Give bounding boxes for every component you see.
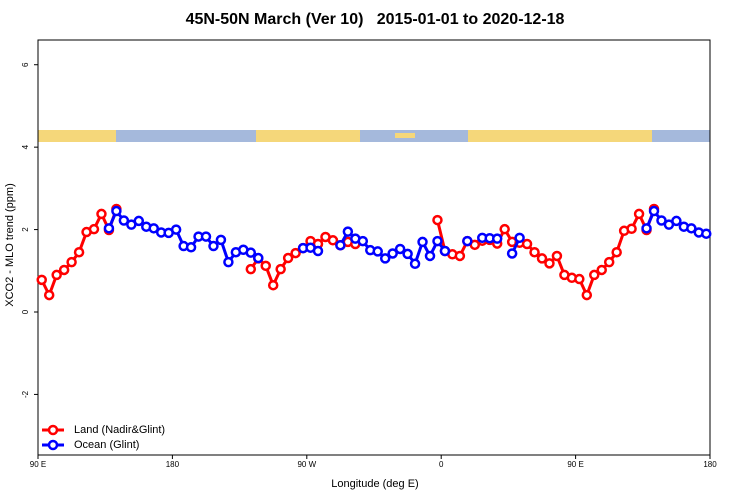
point [626,223,637,234]
legend-label: Land (Nadir&Glint) [74,424,165,436]
point [432,214,443,226]
point [686,223,697,234]
point [245,263,257,275]
x-tick-label: 90 E [567,460,583,469]
point [118,215,130,226]
point [551,250,563,262]
point [200,231,212,242]
point [581,289,593,301]
point [379,253,391,264]
point [148,223,159,234]
point [290,247,301,259]
point [372,246,383,257]
point [73,246,85,258]
point [402,248,413,260]
point [223,256,234,268]
point [417,236,428,248]
y-tick-label: 4 [21,144,30,149]
point [275,263,286,275]
point [253,252,264,264]
point [506,248,518,259]
point [544,258,555,269]
legend-label: Ocean (Glint) [74,439,139,451]
x-tick-label: 90 E [30,460,46,469]
point [499,223,510,235]
point [462,235,473,247]
y-tick-label: 6 [21,62,30,67]
point [648,205,660,217]
x-tick-label: 90 W [297,460,316,469]
point [260,260,271,272]
point [529,246,540,258]
legend-marker [47,424,59,436]
point [111,205,122,217]
point [96,208,107,220]
x-tick-label: 180 [703,460,717,469]
map-strip [38,130,710,142]
point [327,235,339,246]
point [208,240,219,252]
point [589,269,600,281]
point [185,242,197,253]
point [267,279,279,291]
chart-title: 45N-50N March (Ver 10) 2015-01-01 to 202… [186,11,565,28]
x-tick-label: 0 [439,460,444,469]
point [611,246,622,258]
point [245,247,257,258]
point [521,238,533,250]
point [536,253,548,264]
point [357,235,369,247]
y-tick-label: -2 [21,390,30,398]
point [409,258,421,270]
point [432,235,443,247]
point [491,233,503,244]
point [36,274,47,286]
point [342,226,354,237]
y-tick-label: 0 [21,309,30,314]
y-tick-label: 2 [21,227,30,232]
point [335,239,346,251]
point [514,232,525,244]
point [170,224,182,235]
plot-frame [37,39,711,456]
point [282,252,294,264]
point [701,228,712,239]
point [387,248,398,259]
x-tick-label: 180 [166,460,180,469]
point [633,208,645,220]
point [603,256,615,268]
point [51,269,62,281]
point [596,264,607,276]
point [574,273,585,285]
point [88,223,100,235]
point [424,250,436,262]
point [439,245,451,257]
point [133,215,145,227]
point [66,256,77,268]
point [641,223,652,234]
point [454,250,466,262]
point [43,289,55,301]
point [58,264,70,276]
x-axis-label: Longitude (deg E) [331,478,418,490]
point [671,215,682,227]
point [312,245,324,257]
y-axis-label: XCO2 - MLO trend (ppm) [4,183,16,306]
legend-marker [47,439,59,451]
point [215,234,227,246]
point [103,223,115,234]
point [656,215,667,226]
point [394,243,406,255]
